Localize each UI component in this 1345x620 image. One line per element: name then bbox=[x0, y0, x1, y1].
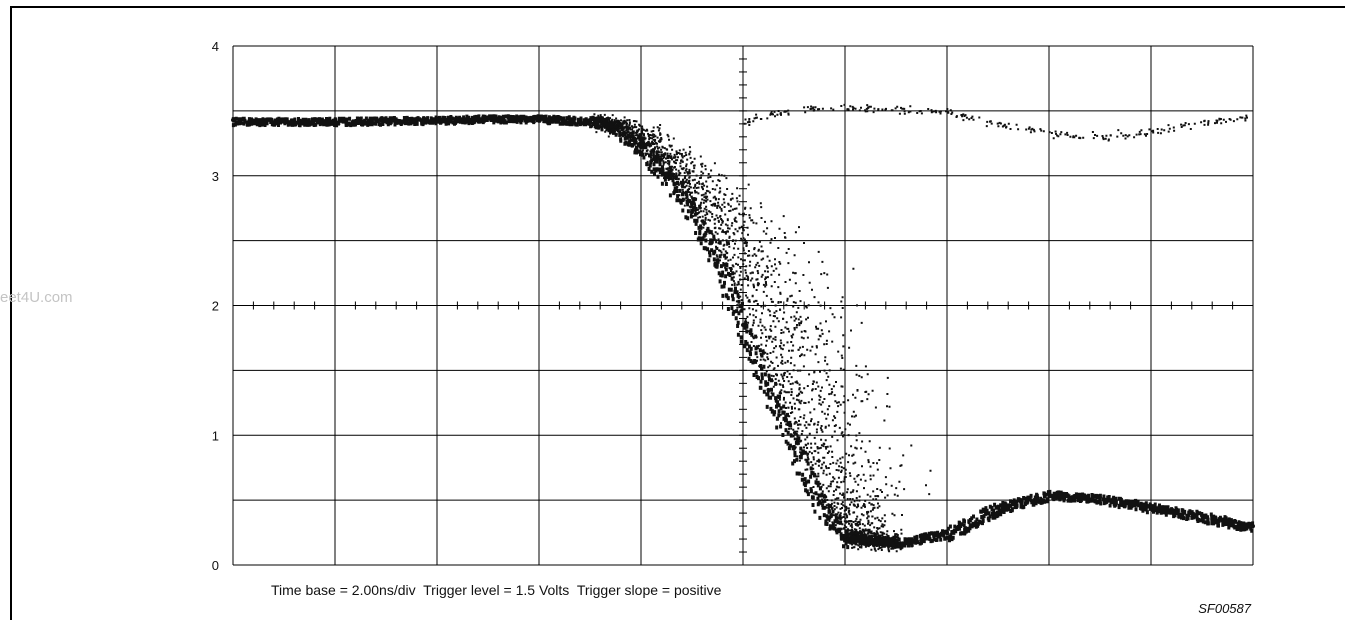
trace-point bbox=[996, 504, 1000, 509]
y-tick-label: 1 bbox=[212, 428, 219, 443]
settings-caption: Time base = 2.00ns/div Trigger level = 1… bbox=[271, 582, 722, 598]
y-tick-label: 0 bbox=[212, 558, 219, 573]
trace-point bbox=[817, 500, 822, 505]
watermark-text: eet4U.com bbox=[0, 289, 73, 306]
trace-point bbox=[1149, 504, 1153, 509]
trace-point bbox=[690, 210, 694, 215]
trace-point bbox=[1098, 495, 1102, 500]
trace-point bbox=[333, 117, 337, 122]
trace-point bbox=[894, 539, 898, 544]
trace-point bbox=[664, 173, 669, 178]
trace-point bbox=[537, 115, 541, 120]
trace-point bbox=[715, 258, 720, 263]
trace-point bbox=[792, 446, 796, 451]
trace-point bbox=[1047, 491, 1051, 496]
trace-point bbox=[1251, 524, 1255, 529]
y-tick-label: 4 bbox=[212, 39, 219, 54]
trace-point bbox=[613, 124, 618, 129]
trace-points bbox=[231, 115, 1255, 544]
figure-frame bbox=[10, 6, 1345, 620]
y-axis-tick-labels: 0 1 2 3 4 bbox=[212, 39, 219, 573]
trace-point bbox=[843, 534, 847, 539]
trace-point bbox=[231, 117, 235, 122]
trace-point bbox=[486, 115, 490, 120]
trace-point bbox=[639, 145, 643, 150]
y-tick-label: 3 bbox=[212, 169, 219, 184]
trace-point bbox=[588, 117, 592, 122]
trace-point bbox=[945, 530, 949, 535]
trace-point bbox=[1200, 513, 1204, 518]
trace-point bbox=[435, 116, 439, 121]
trace-point bbox=[766, 387, 771, 392]
y-tick-label: 2 bbox=[212, 299, 219, 314]
trace-point bbox=[741, 322, 745, 327]
figure-id-label: SF00587 bbox=[1198, 601, 1251, 616]
